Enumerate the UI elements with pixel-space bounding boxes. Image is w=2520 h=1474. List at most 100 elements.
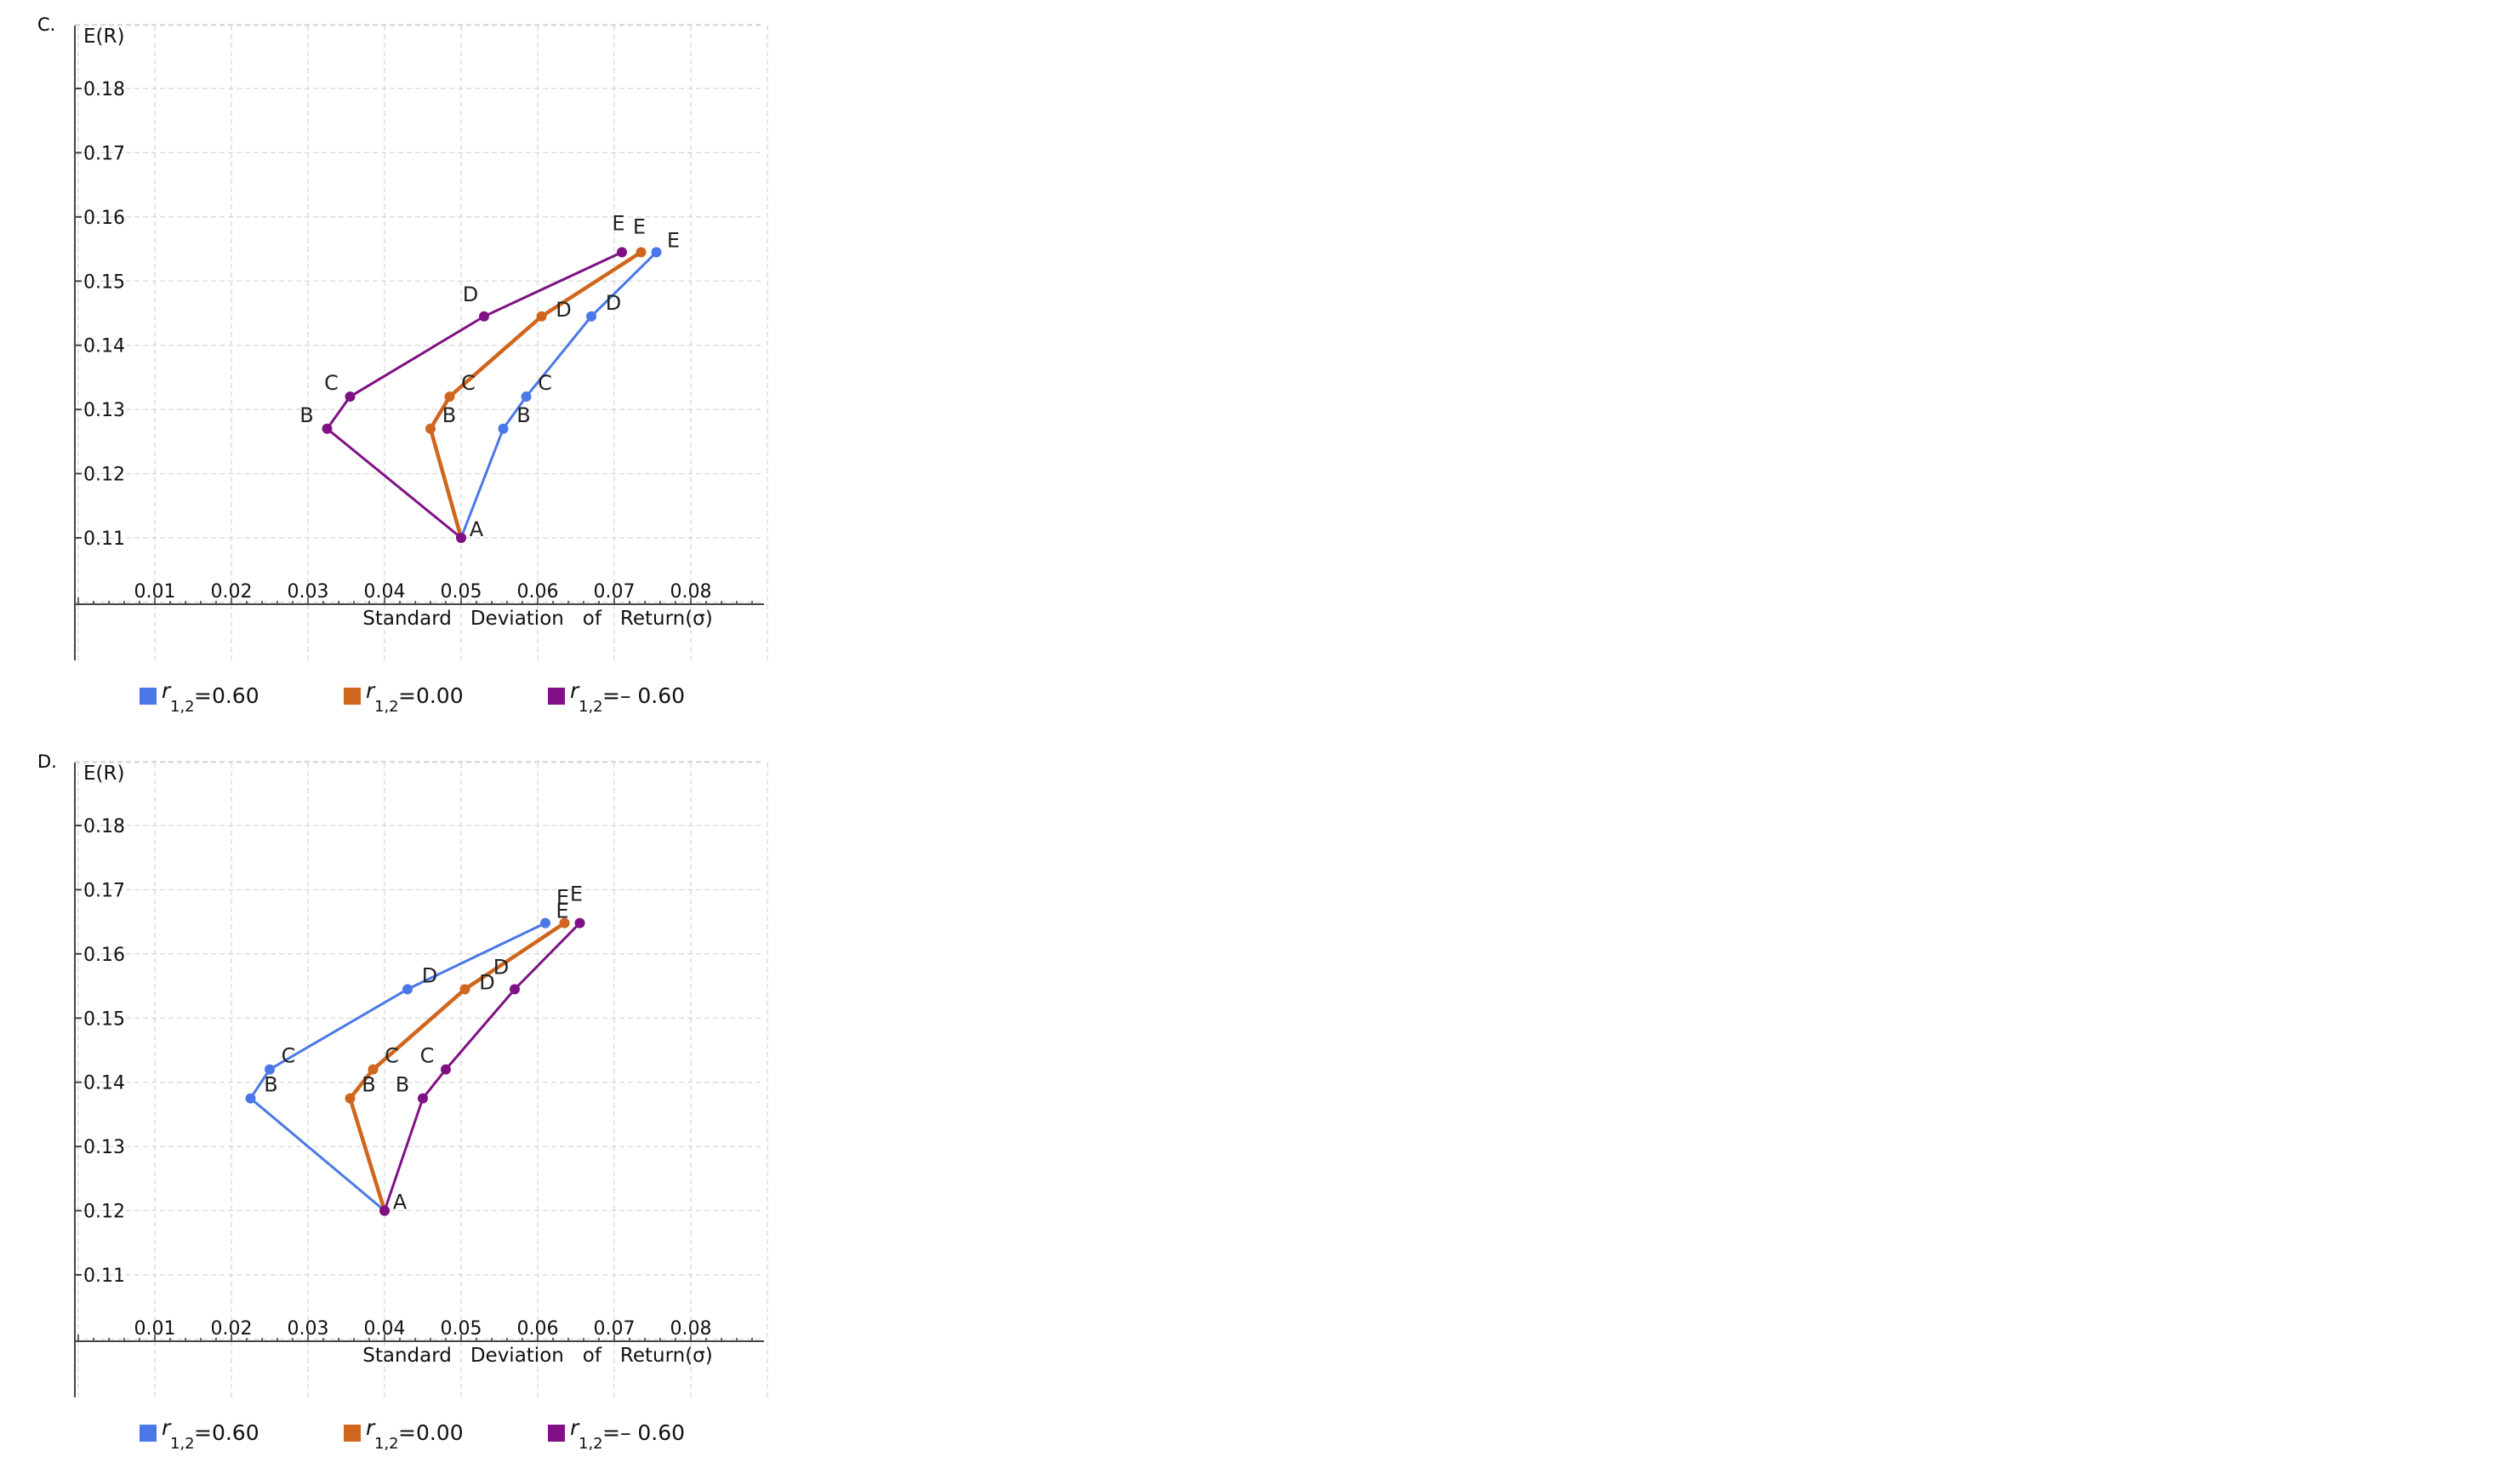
chart-d-series-line — [383, 922, 581, 1212]
chart-c-legend-symbol: r — [366, 678, 376, 703]
chart-c-data-point — [521, 391, 532, 403]
chart-c-legend-symbol: r — [570, 678, 580, 703]
chart-d-point-label: E — [556, 900, 568, 923]
chart-c-x-tick-label: 0.07 — [594, 581, 636, 603]
chart-c-legend-swatch — [140, 688, 157, 705]
chart-c-point-label: E — [612, 211, 624, 235]
chart-d-y-tick-label: 0.14 — [83, 1073, 125, 1094]
chart-c-y-tick-label: 0.14 — [83, 336, 125, 357]
chart-d-data-point — [510, 984, 520, 995]
chart-c-data-point — [425, 423, 436, 434]
chart-c-data-point — [536, 311, 547, 322]
chart-c-legend-value: =0.60 — [194, 683, 259, 708]
chart-c-legend-swatch — [344, 688, 361, 705]
chart-c-y-tick-label: 0.18 — [83, 79, 125, 100]
chart-c-series-line — [459, 251, 658, 539]
chart-d-legend-value: =0.60 — [194, 1420, 259, 1445]
chart-d-legend-subscript: 1,2 — [374, 1435, 399, 1453]
chart-c-x-tick-label: 0.04 — [364, 581, 406, 603]
chart-c-x-axis-label: Standard Deviation of Return(σ) — [362, 608, 712, 630]
chart-c-point-label: D — [606, 291, 621, 315]
chart-d-data-point — [559, 917, 570, 928]
chart-d-legend-subscript: 1,2 — [579, 1435, 603, 1453]
chart-d-legend: r1,2 =0.60 r1,2 =0.00 r1,2 =– 0.60 — [140, 1415, 685, 1453]
chart-c-point-label: B — [442, 403, 456, 427]
chart-c-y-tick-label: 0.15 — [83, 271, 125, 293]
chart-c-data-point — [498, 423, 509, 434]
chart-d-data-point — [574, 917, 585, 928]
chart-c-legend: r1,2 =0.60 r1,2 =0.00 r1,2 =– 0.60 — [140, 678, 685, 716]
chart-c-point-label: D — [556, 298, 571, 322]
chart-d-data-point — [345, 1093, 356, 1104]
chart-d-data-point — [441, 1064, 451, 1075]
chart-d-grid — [75, 760, 768, 1401]
chart-c-point-label: C — [324, 371, 339, 395]
chart-d-x-tick-label: 0.06 — [517, 1318, 559, 1340]
chart-d-point-label: D — [479, 970, 494, 994]
chart-c-point-label: D — [463, 283, 478, 306]
chart-c-data-point — [456, 533, 466, 543]
chart-d-x-tick-label: 0.02 — [211, 1318, 253, 1340]
chart-d-data-point — [459, 984, 470, 995]
chart-d-y-tick-label: 0.18 — [83, 816, 125, 837]
chart-d-data-point — [245, 1093, 256, 1104]
chart-d-legend-swatch — [344, 1425, 361, 1442]
chart-c-y-tick-label: 0.12 — [83, 465, 125, 486]
chart-d-y-tick-label: 0.13 — [83, 1137, 125, 1158]
chart-d-y-tick-label: 0.16 — [83, 945, 125, 966]
chart-d-x-tick-label: 0.08 — [670, 1318, 712, 1340]
chart-d-point-label: A — [393, 1191, 408, 1214]
chart-d-legend-value: =– 0.60 — [602, 1420, 685, 1445]
chart-d-data-point — [368, 1064, 379, 1075]
chart-d-x-axis-label: Standard Deviation of Return(σ) — [362, 1345, 712, 1367]
chart-d-point-label: C — [420, 1044, 435, 1068]
chart-d-point-label: B — [264, 1073, 277, 1097]
chart-c-point-label: B — [299, 403, 313, 427]
chart-c-y-tick-label: 0.16 — [83, 208, 125, 229]
chart-c-data-point — [444, 391, 455, 403]
chart-c-x-tick-label: 0.02 — [211, 581, 253, 603]
chart-d-y-tick-label: 0.17 — [83, 880, 125, 901]
chart-d-data-point — [379, 1205, 390, 1216]
chart-c-y-tick-label: 0.13 — [83, 400, 125, 421]
chart-c-point-label: C — [538, 371, 552, 395]
chart-c-data-point — [586, 311, 596, 322]
chart-c-x-tick-label: 0.05 — [441, 581, 482, 603]
chart-c-data-point — [345, 391, 356, 403]
chart-c-point-label: A — [470, 517, 484, 541]
chart-d-point-label: B — [396, 1073, 409, 1097]
chart-c-x-tick-label: 0.03 — [288, 581, 329, 603]
chart-c-x-tick-label: 0.01 — [134, 581, 176, 603]
chart-c-y-tick-label: 0.17 — [83, 143, 125, 164]
chart-d-legend-symbol: r — [162, 1415, 172, 1440]
chart-c-svg: C. E(R) 0.11 0.12 0.13 0.14 0.15 0.16 0.17 0.18 0.… — [37, 14, 768, 716]
chart-d-panel-letter: D. — [37, 751, 57, 772]
chart-c-x-tick-label: 0.08 — [670, 581, 712, 603]
chart-d-data-point — [540, 917, 550, 928]
chart-d-legend-value: =0.00 — [398, 1420, 464, 1445]
chart-c-grid — [75, 23, 768, 664]
chart-c-point-label: E — [667, 228, 680, 252]
chart-d-legend-symbol: r — [366, 1415, 376, 1440]
chart-d-point-label: B — [362, 1073, 375, 1097]
chart-c-point-label: E — [633, 214, 646, 238]
chart-d-x-tick-label: 0.04 — [364, 1318, 406, 1340]
chart-d-legend-swatch — [140, 1425, 157, 1442]
chart-c-legend-subscript: 1,2 — [579, 698, 603, 716]
chart-d-x-tick-label: 0.07 — [594, 1318, 636, 1340]
chart-d-legend-swatch — [548, 1425, 565, 1442]
chart-d-point-label: C — [282, 1044, 296, 1068]
chart-d-x-tick-label: 0.01 — [134, 1318, 176, 1340]
chart-d-y-tick-label: 0.12 — [83, 1202, 125, 1223]
chart-c-legend-symbol: r — [162, 678, 172, 703]
chart-c-x-tick-label: 0.06 — [517, 581, 559, 603]
chart-panel-c: C. E(R) 0.11 0.12 0.13 0.14 0.15 0.16 0.17 0.18 0.… — [0, 0, 817, 732]
chart-d-legend-subscript: 1,2 — [170, 1435, 195, 1453]
chart-c-y-tick-label: 0.11 — [83, 528, 125, 550]
chart-d-y-tick-label: 0.15 — [83, 1008, 125, 1030]
chart-c-legend-subscript: 1,2 — [374, 698, 399, 716]
chart-d-point-label: D — [493, 955, 509, 979]
chart-c-legend-value: =0.00 — [398, 683, 464, 708]
chart-d-x-tick-label: 0.03 — [288, 1318, 329, 1340]
